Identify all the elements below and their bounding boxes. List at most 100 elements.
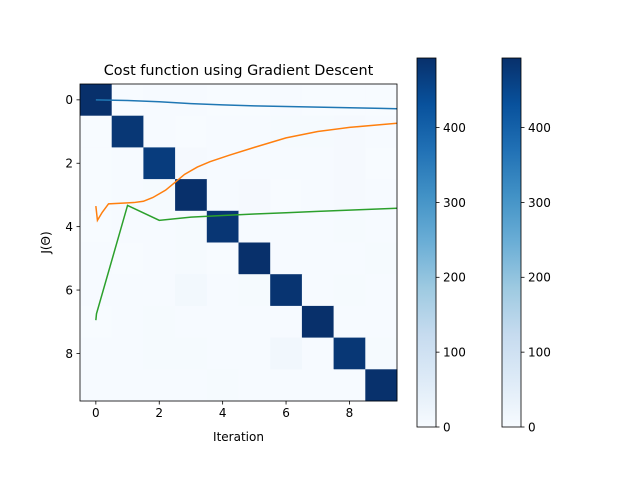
heatmap-cell bbox=[238, 337, 271, 370]
heatmap-cell bbox=[270, 274, 303, 307]
heatmap-cell bbox=[111, 242, 144, 275]
heatmap-cell bbox=[143, 115, 176, 148]
colorbar-tick-label: 100 bbox=[528, 345, 551, 359]
heatmap-cell bbox=[365, 242, 398, 275]
heatmap-cell bbox=[238, 115, 271, 148]
heatmap-cell bbox=[333, 210, 366, 243]
heatmap-cell bbox=[80, 337, 113, 370]
heatmap-cell bbox=[143, 242, 176, 275]
heatmap-cell bbox=[301, 242, 334, 275]
heatmap-cell bbox=[238, 210, 271, 243]
colorbar-frame bbox=[501, 57, 522, 428]
y-axis-label: J(Θ) bbox=[39, 231, 53, 254]
heatmap-cell bbox=[301, 84, 334, 117]
colorbar-tick-label: 0 bbox=[443, 420, 451, 434]
heatmap-cell bbox=[206, 369, 239, 402]
heatmap-cell bbox=[206, 147, 239, 180]
x-tick-label: 2 bbox=[155, 406, 163, 420]
heatmap-cell bbox=[333, 84, 366, 117]
heatmap-cell bbox=[365, 179, 398, 212]
heatmap-cell bbox=[333, 115, 366, 148]
heatmap-cell bbox=[238, 242, 271, 275]
heatmap-cell bbox=[206, 179, 239, 212]
colorbar-tick-label: 200 bbox=[528, 271, 551, 285]
heatmap-cell bbox=[80, 115, 113, 148]
heatmap-cell bbox=[270, 242, 303, 275]
cost-line bbox=[95, 99, 397, 110]
heatmap-cell bbox=[301, 305, 334, 338]
heatmap-cell bbox=[175, 179, 208, 212]
x-tick-label: 4 bbox=[219, 406, 227, 420]
heatmap-cell bbox=[333, 147, 366, 180]
heatmap-cell bbox=[80, 274, 113, 307]
heatmap-cell bbox=[270, 147, 303, 180]
heatmap-cell bbox=[238, 84, 271, 117]
x-tick-label: 8 bbox=[346, 406, 354, 420]
heatmap-cell bbox=[111, 115, 144, 148]
heatmap-cell bbox=[333, 242, 366, 275]
heatmap-cell bbox=[143, 179, 176, 212]
heatmap-cells bbox=[80, 84, 398, 402]
colorbar bbox=[417, 58, 436, 427]
heatmap-cell bbox=[206, 337, 239, 370]
heatmap-cell bbox=[365, 147, 398, 180]
chart-title: Cost function using Gradient Descent bbox=[104, 63, 374, 79]
colorbar-tick-label: 100 bbox=[443, 345, 466, 359]
heatmap-cell bbox=[175, 369, 208, 402]
heatmap-cell bbox=[143, 274, 176, 307]
colorbar-frame bbox=[416, 57, 437, 428]
heatmap-cell bbox=[270, 115, 303, 148]
heatmap-cell bbox=[270, 210, 303, 243]
heatmap-cell bbox=[333, 179, 366, 212]
colorbar-tick-label: 300 bbox=[443, 196, 466, 210]
heatmap-cell bbox=[365, 210, 398, 243]
heatmap-cell bbox=[301, 274, 334, 307]
heatmap-cell bbox=[143, 369, 176, 402]
heatmap-cell bbox=[333, 337, 366, 370]
heatmap-cell bbox=[80, 147, 113, 180]
heatmap-cell bbox=[175, 274, 208, 307]
plot-frame bbox=[79, 83, 398, 402]
heatmap-cell bbox=[111, 210, 144, 243]
heatmap-cell bbox=[301, 369, 334, 402]
cost-line bbox=[95, 204, 397, 321]
heatmap-cell bbox=[111, 147, 144, 180]
heatmap-cell bbox=[238, 147, 271, 180]
x-axis-ticks: 0 2 4 6 8 bbox=[92, 401, 353, 420]
colorbar bbox=[502, 58, 521, 427]
heatmap-cell bbox=[365, 115, 398, 148]
y-axis-ticks: 0 2 4 6 8 bbox=[65, 93, 80, 361]
y-tick-label: 8 bbox=[65, 347, 73, 361]
heatmap-cell bbox=[111, 274, 144, 307]
heatmap-cell bbox=[111, 337, 144, 370]
heatmap-cell bbox=[238, 369, 271, 402]
y-tick-label: 2 bbox=[65, 157, 73, 171]
heatmap-cell bbox=[175, 84, 208, 117]
heatmap-cell bbox=[175, 147, 208, 180]
heatmap-cell bbox=[206, 242, 239, 275]
heatmap-cell bbox=[175, 242, 208, 275]
heatmap-cell bbox=[80, 369, 113, 402]
heatmap-cell bbox=[365, 305, 398, 338]
heatmap-cell bbox=[270, 179, 303, 212]
x-tick-label: 0 bbox=[92, 406, 100, 420]
heatmap-cell bbox=[238, 179, 271, 212]
heatmap-cell bbox=[80, 210, 113, 243]
heatmap-cell bbox=[270, 84, 303, 117]
y-tick-label: 0 bbox=[65, 93, 73, 107]
heatmap-cell bbox=[333, 274, 366, 307]
heatmap-cell bbox=[333, 305, 366, 338]
y-tick-label: 6 bbox=[65, 283, 73, 297]
heatmap-cell bbox=[206, 274, 239, 307]
heatmap-cell bbox=[301, 179, 334, 212]
cost-line bbox=[95, 122, 397, 223]
heatmap-cell bbox=[365, 337, 398, 370]
colorbar-tick-label: 0 bbox=[528, 420, 536, 434]
heatmap-cell bbox=[143, 305, 176, 338]
heatmap-cell bbox=[111, 369, 144, 402]
heatmap-cell bbox=[111, 305, 144, 338]
heatmap-cell bbox=[175, 210, 208, 243]
heatmap-cell bbox=[270, 305, 303, 338]
x-axis-label: Iteration bbox=[213, 430, 264, 444]
